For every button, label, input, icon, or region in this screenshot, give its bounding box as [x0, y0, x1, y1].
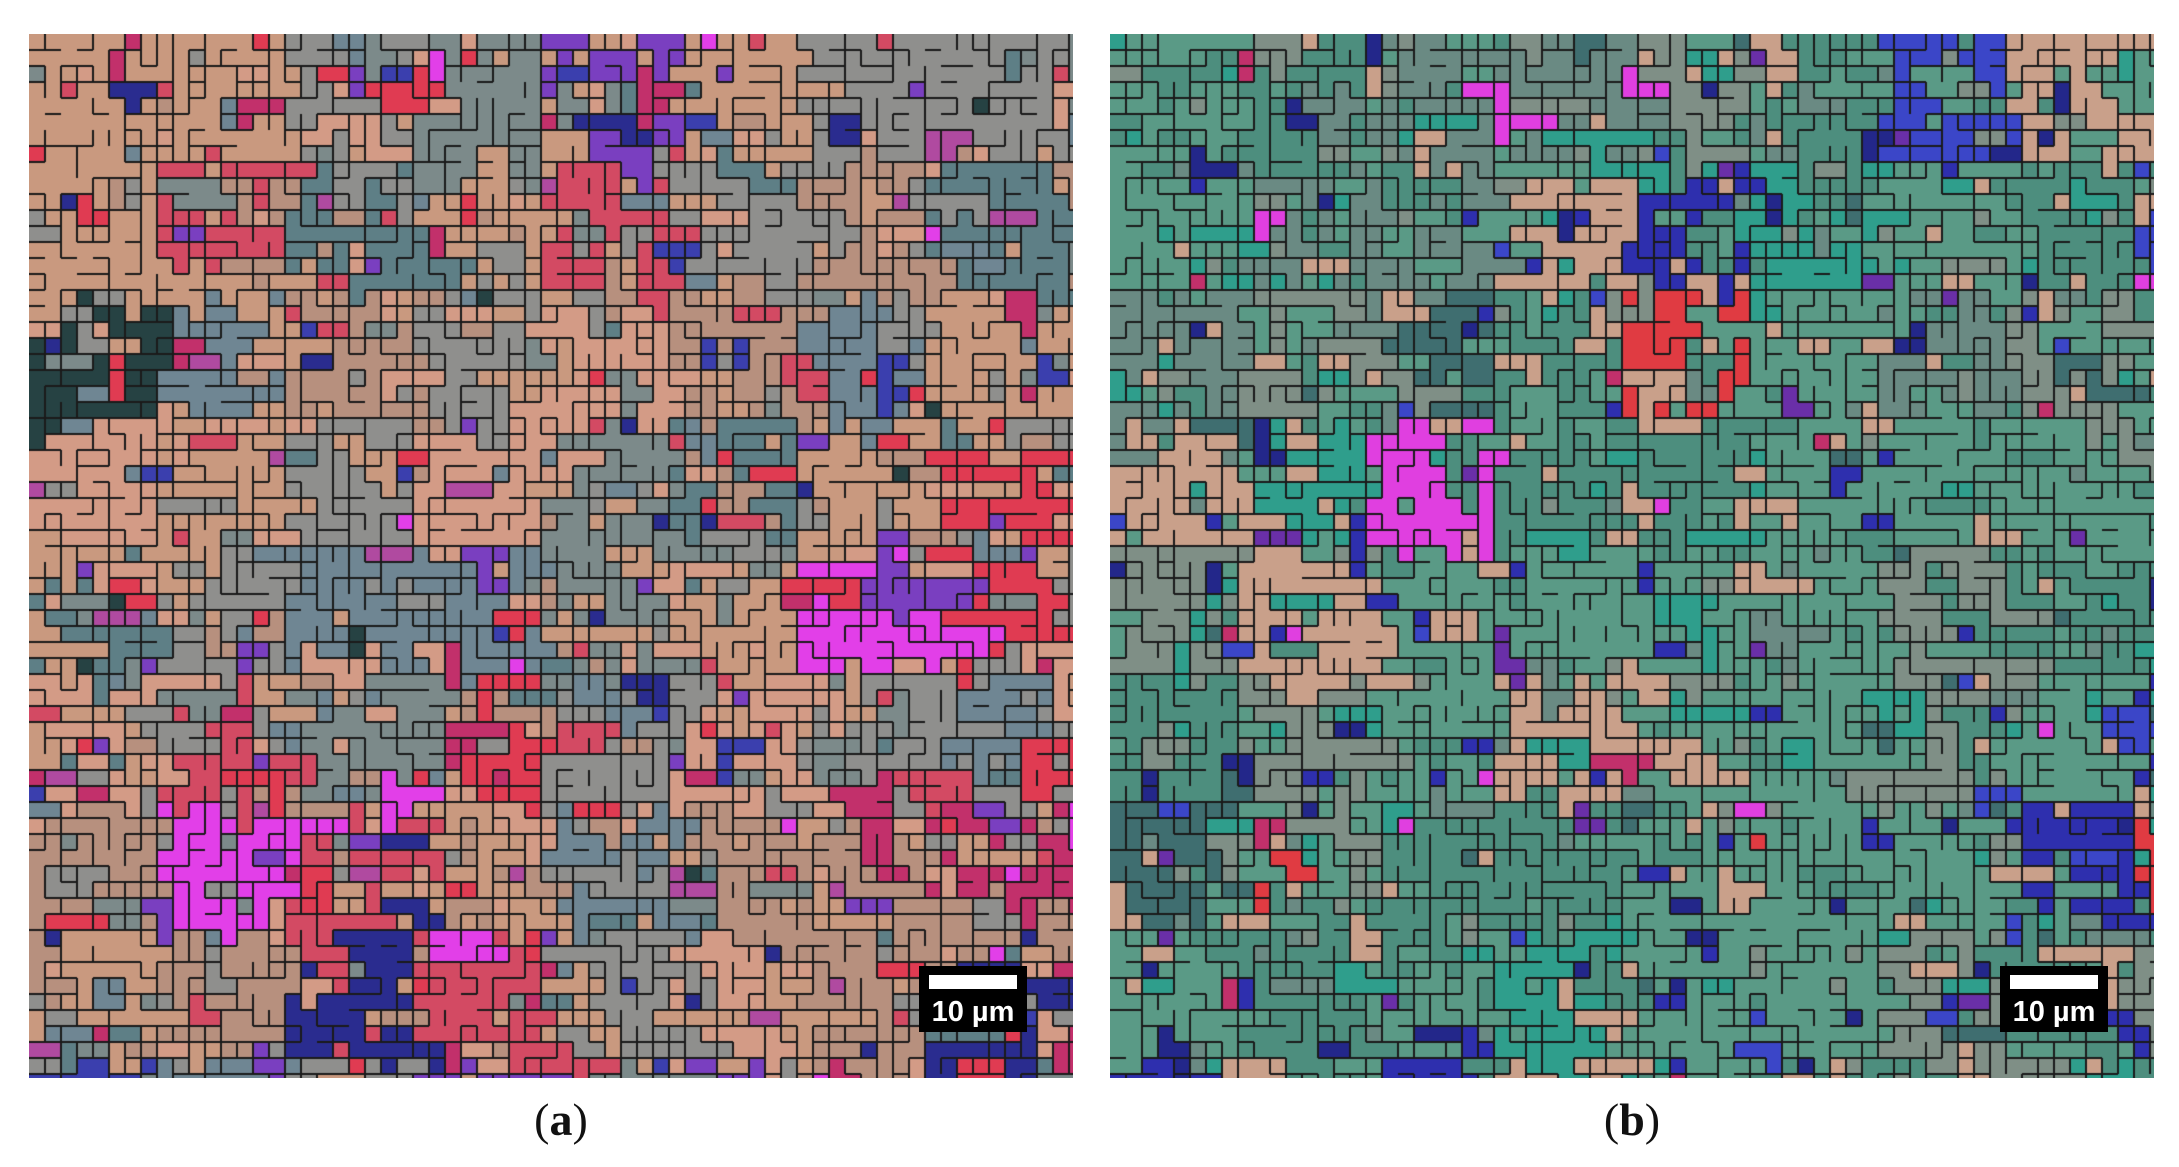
panel-caption-b: (b): [1552, 1090, 1712, 1150]
scale-bar-a: 10 µm: [919, 966, 1027, 1032]
caption-close-paren-a: ): [572, 1094, 588, 1145]
caption-open-paren-a: (: [534, 1094, 550, 1145]
ebsd-map-b: 10 µm: [1110, 34, 2154, 1078]
scale-bar-label-a: 10 µm: [931, 996, 1015, 1028]
panel-caption-a: (a): [481, 1090, 641, 1150]
scale-bar-line-b: [2010, 975, 2098, 989]
scale-bar-line-a: [929, 975, 1017, 989]
ebsd-map-a: 10 µm: [29, 34, 1073, 1078]
scale-bar-b: 10 µm: [2000, 966, 2108, 1032]
grain-orientation-map-b: [1110, 34, 2154, 1078]
scale-bar-label-b: 10 µm: [2012, 996, 2096, 1028]
caption-letter-b: b: [1619, 1094, 1645, 1145]
caption-close-paren-b: ): [1644, 1094, 1661, 1145]
caption-open-paren-b: (: [1603, 1094, 1620, 1145]
grain-orientation-map-a: [29, 34, 1073, 1078]
caption-letter-a: a: [549, 1094, 573, 1145]
